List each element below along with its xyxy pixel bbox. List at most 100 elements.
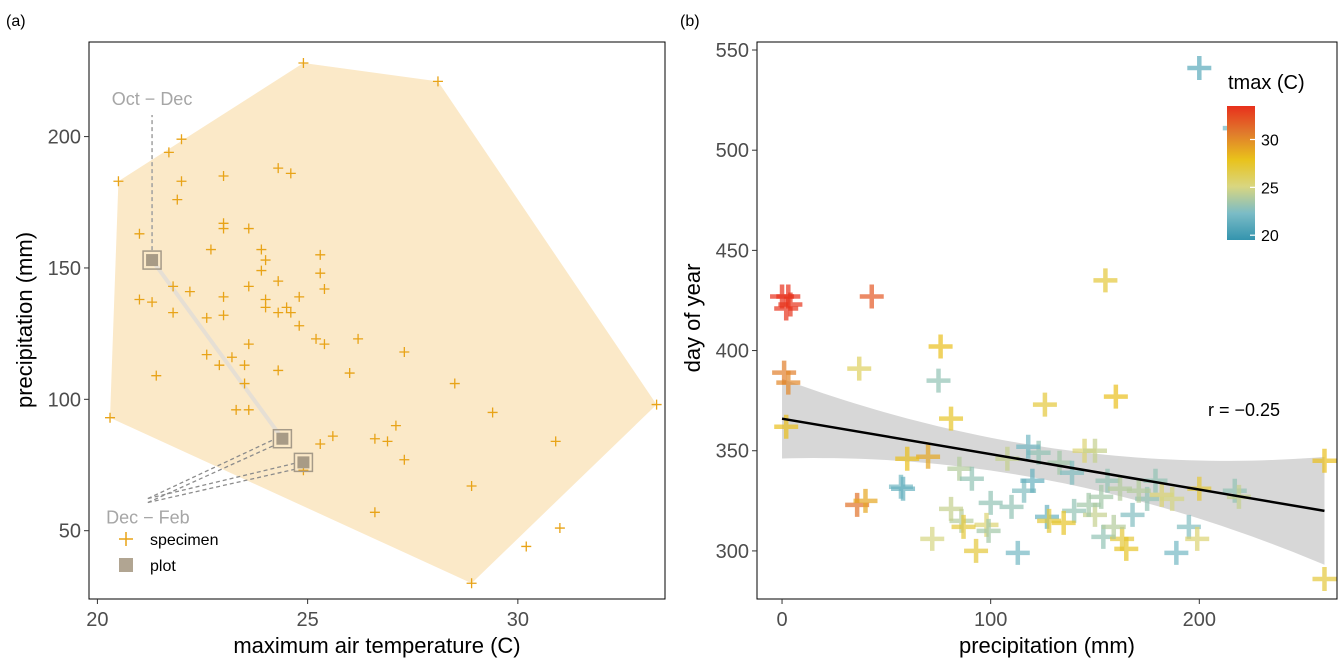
phenology-point <box>1149 482 1174 507</box>
phenology-point <box>1101 514 1126 539</box>
phenology-point <box>959 466 984 491</box>
specimen-point <box>243 339 254 350</box>
phenology-point <box>1120 502 1145 527</box>
specimen-point <box>226 352 237 363</box>
phenology-point <box>1016 434 1041 459</box>
legend-plot-label: plot <box>150 558 176 575</box>
x-tick-label-b: 100 <box>974 609 1007 631</box>
phenology-point <box>978 490 1003 515</box>
y-axis-title-b: day of year <box>680 264 705 373</box>
y-tick-label-b: 350 <box>716 441 749 463</box>
y-tick-label-a: 150 <box>48 258 81 280</box>
phenology-point <box>853 488 878 513</box>
phenology-point <box>1114 536 1139 561</box>
specimen-point <box>105 412 116 423</box>
specimen-point <box>201 349 212 360</box>
phenology-point <box>847 356 872 381</box>
phenology-point <box>1164 540 1189 565</box>
y-tick-label-a: 100 <box>48 389 81 411</box>
specimen-point <box>285 307 296 318</box>
specimen-point <box>344 368 355 379</box>
phenology-point <box>1089 484 1114 509</box>
phenology-point <box>1160 486 1185 511</box>
leader-dec-feb <box>147 439 274 500</box>
specimen-point <box>218 310 229 321</box>
specimen-point <box>163 147 174 158</box>
specimen-point <box>151 370 162 381</box>
specimen-point <box>432 76 443 87</box>
phenology-point <box>859 284 884 309</box>
specimen-point <box>147 297 158 308</box>
specimen-point <box>214 360 225 371</box>
y-tick-label-b: 450 <box>716 240 749 262</box>
specimen-point <box>218 291 229 302</box>
phenology-point <box>1060 460 1085 485</box>
legend-a: specimen plot <box>119 532 218 575</box>
specimen-point <box>294 320 305 331</box>
specimen-point <box>399 347 410 358</box>
phenology-point <box>1185 526 1210 551</box>
phenology-point <box>939 406 964 431</box>
plot-frame-a <box>88 41 666 600</box>
phenology-point <box>776 370 801 395</box>
specimen-point <box>327 431 338 442</box>
phenology-point <box>778 292 803 317</box>
specimen-point <box>449 378 460 389</box>
specimen-point <box>176 176 187 187</box>
x-tick-label-a: 20 <box>86 609 108 631</box>
specimen-point <box>134 294 145 305</box>
specimen-point <box>651 399 662 410</box>
phenology-point <box>1187 56 1212 81</box>
phenology-point <box>1082 438 1107 463</box>
specimen-point <box>231 404 242 415</box>
specimen-point <box>315 268 326 279</box>
y-tick-label-a: 50 <box>59 521 81 543</box>
phenology-point <box>1312 566 1337 591</box>
plot-point <box>276 432 289 445</box>
specimen-point <box>487 407 498 418</box>
plot-point <box>297 456 310 469</box>
x-tick-label-b: 200 <box>1183 609 1216 631</box>
phenology-point <box>1076 492 1101 517</box>
specimen-point <box>260 255 271 266</box>
annotation-oct-dec: Oct − Dec <box>112 89 193 109</box>
specimen-point <box>172 194 183 205</box>
specimen-point <box>319 283 330 294</box>
plot-point-outline <box>142 250 162 270</box>
phenology-point <box>939 496 964 521</box>
x-tick-label-a: 25 <box>297 609 319 631</box>
specimen-point <box>315 438 326 449</box>
legend-specimen-swatch <box>119 532 133 546</box>
specimen-point <box>239 378 250 389</box>
regression-line <box>781 417 1325 513</box>
specimen-point <box>218 170 229 181</box>
specimen-point <box>134 228 145 239</box>
annotation-dec-feb: Dec − Feb <box>106 508 190 528</box>
phenology-point <box>964 538 989 563</box>
y-tick-label-b: 500 <box>716 140 749 162</box>
y-axis-title-a: precipitation (mm) <box>12 232 37 408</box>
phenology-point <box>1126 478 1151 503</box>
phenology-point <box>1312 448 1337 473</box>
specimen-point <box>298 58 309 69</box>
specimen-point <box>243 404 254 415</box>
phenology-point <box>891 476 916 501</box>
chart-a: (a) Oct − Dec Dec − Feb 20 25 30 50 100 150 20… <box>6 13 666 658</box>
legend-plot-swatch <box>119 558 133 572</box>
phenology-point <box>774 296 799 321</box>
specimen-point <box>369 433 380 444</box>
phenology-point <box>1005 540 1030 565</box>
phenology-point <box>926 368 951 393</box>
specimen-point <box>201 312 212 323</box>
phenology-point <box>916 444 941 469</box>
specimen-point <box>113 176 124 187</box>
x-tick-label-a: 30 <box>507 609 529 631</box>
y-tick-label-b: 300 <box>716 541 749 563</box>
specimen-point <box>168 307 179 318</box>
phenology-point <box>928 334 953 359</box>
specimen-point <box>176 134 187 145</box>
specimen-point <box>168 281 179 292</box>
convex-hull <box>110 63 657 584</box>
phenology-point <box>1176 514 1201 539</box>
plot-point <box>146 254 159 267</box>
